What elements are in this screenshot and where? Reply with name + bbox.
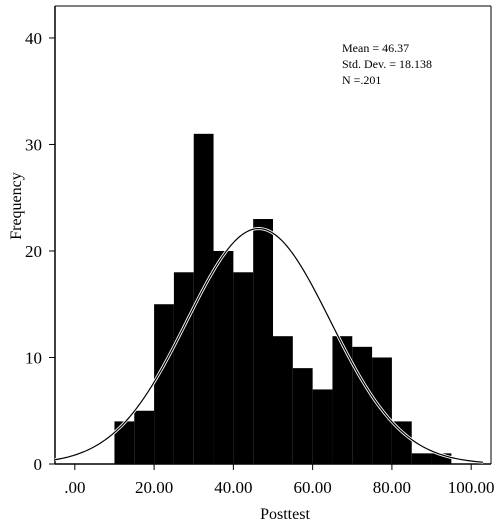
histogram-bar	[292, 368, 313, 464]
y-tick-label: 40	[25, 29, 42, 48]
x-axis-ticks: .00 20.00 40.00 60.00 80.00 100.00	[64, 464, 494, 497]
x-tick-label: 100.00	[448, 478, 494, 497]
histogram-bar	[253, 219, 273, 464]
histogram-bars	[114, 133, 452, 464]
y-axis-title: Frequency	[8, 172, 25, 240]
stats-box: Mean = 46.37 Std. Dev. = 18.138 N =.201	[342, 41, 432, 87]
histogram-bar	[233, 272, 254, 464]
normal-curve-layer	[54, 227, 484, 464]
histogram-bar	[312, 389, 333, 464]
histogram-bar	[352, 346, 373, 464]
stats-std-dev: Std. Dev. = 18.138	[342, 57, 432, 71]
y-tick-label: 30	[25, 135, 42, 154]
histogram-bar	[154, 304, 174, 464]
x-tick-label: 40.00	[214, 478, 252, 497]
x-axis-title: Posttest	[260, 506, 310, 523]
x-tick-label: .00	[64, 478, 85, 497]
x-tick-label: 60.00	[294, 478, 332, 497]
histogram-bar	[173, 272, 194, 464]
y-tick-label: 20	[25, 242, 42, 261]
histogram-bar	[114, 421, 135, 464]
stats-mean: Mean = 46.37	[342, 41, 409, 55]
y-tick-label: 10	[25, 348, 42, 367]
histogram-bar	[431, 453, 452, 464]
histogram-bar	[213, 250, 234, 464]
histogram-bar	[411, 453, 432, 464]
stats-n: N =.201	[342, 73, 381, 87]
histogram-bar	[134, 410, 155, 464]
y-axis-ticks: 0 10 20 30 40	[25, 29, 55, 474]
histogram-bar	[273, 336, 293, 464]
normal-curve	[54, 227, 484, 463]
x-tick-label: 80.00	[373, 478, 411, 497]
histogram-bar	[391, 421, 412, 464]
histogram-bar	[332, 336, 353, 464]
y-tick-label: 0	[34, 455, 43, 474]
x-tick-label: 20.00	[135, 478, 173, 497]
histogram-bar	[193, 133, 214, 464]
